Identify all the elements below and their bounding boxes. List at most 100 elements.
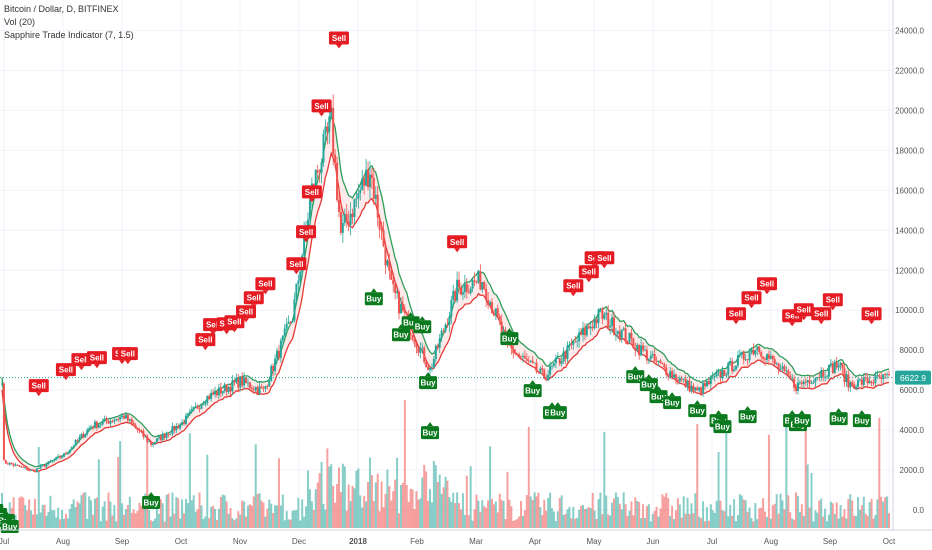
volume-bar <box>543 499 546 528</box>
candle-body <box>144 436 147 438</box>
volume-bar <box>24 505 27 528</box>
volume-bar <box>41 504 44 528</box>
volume-bar <box>99 521 102 528</box>
buy-label-text: Buy <box>144 499 160 508</box>
sell-label-pointer <box>585 278 592 283</box>
volume-bar <box>370 475 373 528</box>
volume-bar <box>130 512 133 528</box>
candle-body <box>858 379 861 381</box>
volume-bar <box>603 431 606 528</box>
buy-label-pointer <box>719 416 726 421</box>
buy-label-pointer <box>645 374 652 379</box>
buy-label-box <box>500 332 519 346</box>
candle-body <box>568 344 571 346</box>
candle-body <box>634 348 637 351</box>
candle-body <box>322 133 325 163</box>
volume-bar <box>401 482 404 528</box>
volume-bar <box>663 496 666 528</box>
volume-bar <box>200 505 203 528</box>
candle-body <box>343 214 346 224</box>
volume-bar <box>53 510 56 528</box>
candle-body <box>270 365 273 381</box>
buy-label-text: Buy <box>525 387 541 396</box>
volume-bar <box>18 497 21 528</box>
volume-bar <box>386 469 389 528</box>
volume-bar <box>888 513 890 528</box>
candle-body <box>614 333 617 335</box>
volume-bar <box>537 492 540 528</box>
candle-body <box>432 359 435 368</box>
candle-body <box>552 363 555 366</box>
candle-body <box>676 379 679 382</box>
sell-label-box <box>861 307 882 321</box>
candle-body <box>430 367 433 369</box>
volume-bar <box>423 464 426 528</box>
volume-bar <box>767 434 770 528</box>
volume-bar <box>568 506 571 528</box>
volume-bar <box>434 465 437 528</box>
candle-body <box>665 367 668 375</box>
volume-bar <box>367 482 370 528</box>
volume-bar <box>142 503 145 528</box>
candle-body <box>593 319 596 329</box>
candle-body <box>78 437 81 441</box>
volume-bar <box>336 484 339 528</box>
volume-bar <box>105 520 108 528</box>
candle-body <box>580 332 583 335</box>
volume-bar <box>202 518 205 528</box>
candle-body <box>707 381 710 385</box>
volume-bar <box>580 505 583 528</box>
sell-signal-label: Sell <box>236 305 257 323</box>
volume-bar <box>789 512 792 528</box>
candle-body <box>150 441 153 445</box>
volume-bar <box>214 508 217 528</box>
candle-body <box>6 463 9 465</box>
candle-body <box>188 411 191 414</box>
candle-body <box>814 377 817 383</box>
candle-body <box>487 300 490 305</box>
volume-bar <box>297 497 300 528</box>
volume-bar <box>477 500 480 528</box>
volume-bar <box>609 515 612 528</box>
buy-label-pointer <box>529 380 536 385</box>
volume-bar <box>551 508 554 528</box>
volume-bar <box>134 513 137 528</box>
volume-bar <box>159 499 162 528</box>
candle-body <box>872 382 875 384</box>
sell-label-pointer <box>335 44 342 49</box>
volume-bar <box>57 507 60 528</box>
price-tick-label: 24000.0 <box>895 27 924 36</box>
volume-bar <box>531 499 534 528</box>
volume-bar <box>868 502 871 528</box>
volume-bar <box>215 519 218 528</box>
volume-bar <box>764 511 767 528</box>
volume-bar <box>820 498 823 528</box>
sell-signal-label: Sell <box>726 307 747 325</box>
price-tick-label: 0.0 <box>913 506 925 515</box>
volume-bar <box>384 493 387 528</box>
volume-bar <box>126 504 129 528</box>
volume-bar <box>51 510 54 528</box>
volume-bar <box>254 444 257 528</box>
volume-bar <box>258 493 261 528</box>
last-price-marker: 6622.9 <box>0 370 931 385</box>
candle-body <box>791 378 794 380</box>
sell-label-box <box>255 277 276 291</box>
buy-label-box <box>523 384 542 398</box>
volume-bar <box>111 515 114 528</box>
buy-label-box <box>548 406 567 420</box>
candle-body <box>12 464 15 466</box>
candle-body <box>537 371 540 373</box>
candle-body <box>740 351 743 355</box>
buy-label-text: Buy <box>403 319 419 328</box>
time-axis[interactable]: Jul Aug Sep Oct Nov Dec 2018 Feb Mar Apr May Jun Jul… <box>0 529 932 546</box>
candle-body <box>355 198 358 200</box>
candle-body <box>853 384 856 389</box>
candle-body <box>88 428 91 430</box>
buy-label-pointer <box>6 515 13 520</box>
volume-bar <box>638 501 641 528</box>
candle-body <box>638 344 641 356</box>
sell-label-pointer <box>78 366 85 371</box>
price-axis[interactable]: 24000.0 22000.0 20000.0 18000.0 16000.0 14000… <box>892 0 925 530</box>
